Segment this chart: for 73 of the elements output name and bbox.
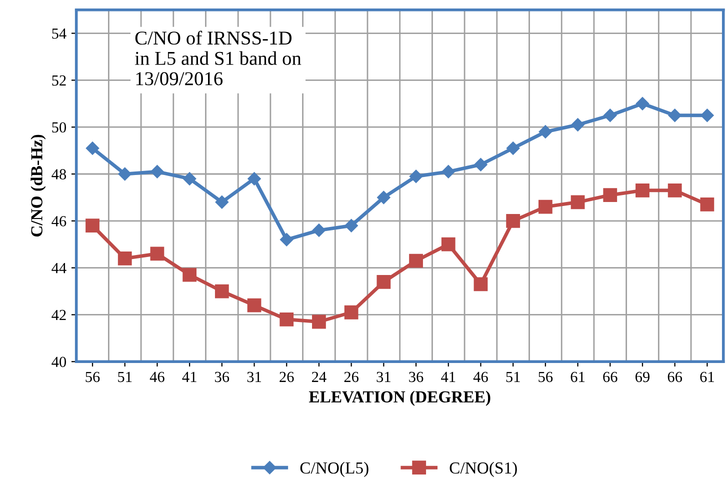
- y-tick-label: 48: [52, 169, 66, 180]
- point: [214, 284, 229, 298]
- point: [506, 142, 520, 155]
- x-tick-label: 51: [118, 372, 132, 382]
- y-axis-title: C/NO (dB-Hz): [30, 134, 46, 237]
- point: [118, 167, 132, 181]
- legend-label: C/NO(S1): [450, 462, 517, 477]
- y-tick-label: 50: [52, 122, 66, 133]
- x-tick-label: 56: [86, 372, 100, 382]
- x-tick-label: 61: [700, 372, 714, 382]
- point: [474, 277, 488, 292]
- x-tick-label: 51: [506, 372, 520, 382]
- point: [538, 200, 552, 214]
- point: [636, 97, 650, 110]
- point: [312, 224, 326, 237]
- point: [248, 172, 261, 186]
- point: [441, 237, 456, 252]
- point: [118, 251, 132, 266]
- x-tick-label: 41: [441, 372, 456, 382]
- y-tick-label: 46: [52, 216, 66, 226]
- y-tick-label: 42: [52, 310, 66, 320]
- point: [474, 158, 488, 172]
- point: [668, 108, 682, 122]
- point: [150, 246, 164, 261]
- point: [636, 183, 650, 198]
- point: [376, 274, 391, 289]
- point: [344, 305, 358, 320]
- point: [215, 196, 229, 209]
- x-tick-label: 26: [280, 372, 294, 382]
- x-tick-label: 66: [668, 372, 682, 382]
- point: [604, 108, 617, 122]
- point: [603, 188, 618, 202]
- x-tick-label: 31: [247, 372, 261, 382]
- point: [538, 125, 552, 138]
- y-tick-label: 54: [52, 28, 66, 39]
- x-tick-label: 66: [603, 372, 618, 382]
- x-tick-label: 36: [215, 372, 230, 382]
- point: [700, 108, 714, 122]
- point: [570, 195, 585, 210]
- point: [182, 268, 197, 282]
- point: [409, 170, 423, 183]
- x-tick-label: 46: [473, 372, 488, 382]
- legend-label: C/NO(L5): [300, 462, 368, 477]
- x-tick-label: 56: [538, 372, 553, 382]
- x-tick-label: 31: [376, 372, 390, 382]
- x-tick-label: 41: [182, 372, 196, 382]
- point: [182, 172, 196, 186]
- point: [280, 233, 294, 246]
- y-tick-label: 44: [52, 263, 66, 274]
- point: [150, 165, 164, 178]
- annotation: C/NO of IRNSS-1D in L5 and S1 band on 13/09/2016: [134, 30, 302, 86]
- point: [86, 142, 100, 155]
- point: [280, 312, 294, 326]
- x-tick-label: 69: [636, 372, 650, 382]
- point: [86, 218, 100, 233]
- point: [668, 183, 682, 198]
- point: [506, 214, 520, 228]
- point: [247, 298, 262, 312]
- x-tick-label: 24: [312, 372, 326, 382]
- x-tick-label: 61: [570, 372, 585, 382]
- x-axis-title: ELEVATION (DEGREE): [308, 390, 490, 406]
- point: [442, 165, 455, 178]
- x-tick-label: 46: [150, 372, 164, 382]
- point: [377, 190, 390, 204]
- x-tick-label: 36: [409, 372, 424, 382]
- point: [409, 254, 423, 268]
- point: [700, 198, 714, 212]
- point: [571, 118, 584, 132]
- point: [312, 314, 326, 329]
- y-tick-label: 40: [52, 356, 66, 368]
- point: [344, 219, 358, 232]
- x-tick-label: 26: [344, 372, 359, 382]
- y-tick-label: 52: [52, 75, 66, 86]
